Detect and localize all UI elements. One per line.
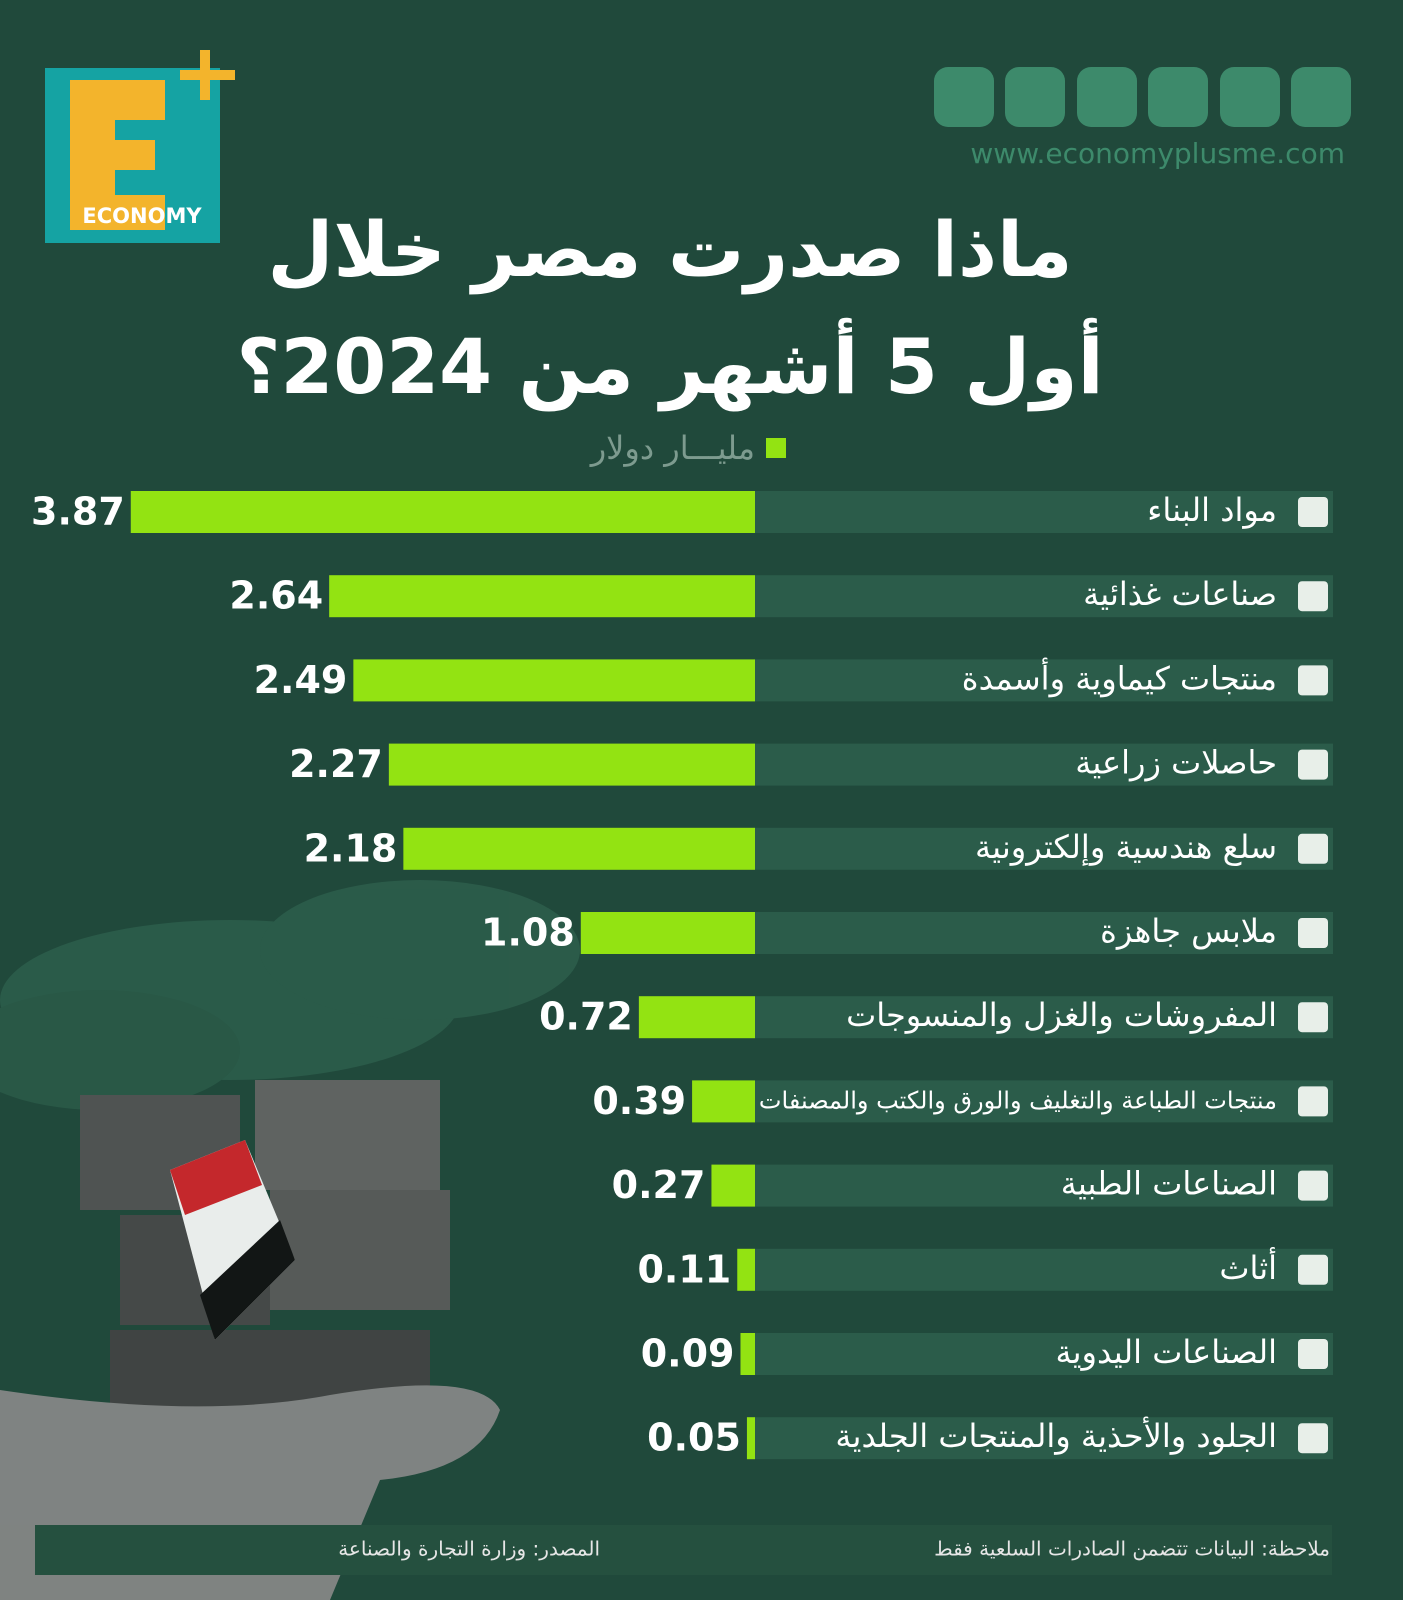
category-label: الصناعات الطبية [1061,1165,1277,1203]
row-icon [1298,497,1328,527]
chart-title: ماذا صدرت مصر خلال [267,205,1072,295]
value-label: 2.49 [254,658,348,702]
bar [746,1417,755,1460]
social-icon[interactable] [1148,67,1208,127]
category-label: الجلود والأحذية والمنتجات الجلدية [835,1416,1277,1455]
value-label: 2.27 [289,742,383,786]
bar [388,743,755,786]
bar [638,996,755,1039]
category-label: سلع هندسية وإلكترونية [975,828,1277,866]
note: ملاحظة: البيانات تتضمن الصادرات السلعية … [934,1537,1330,1561]
row-icon [1298,1423,1328,1454]
value-label: 0.11 [637,1247,731,1291]
row-band [755,659,1333,702]
row-band [755,1333,1333,1375]
value-label: 3.87 [31,490,125,534]
row-band [755,1417,1333,1460]
bar [740,1333,755,1375]
row-band [755,1164,1333,1207]
social-icon[interactable] [1220,67,1280,127]
plot: مواد البناء 3.87 صناعات غذائية 2.64 منتجات ك… [31,490,1333,1460]
row-icon [1298,665,1328,696]
row-icon [1298,581,1328,612]
row-band [755,1080,1333,1123]
source: المصدر: وزارة التجارة والصناعة [338,1537,600,1561]
social-icon[interactable] [934,67,994,127]
row-band [755,827,1333,870]
category-label: منتجات الطباعة والتغليف والورق والكتب وا… [698,1086,1277,1114]
category-label: منتجات كيماوية وأسمدة [962,657,1277,697]
category-label: مواد البناء [1147,491,1277,529]
row-band [755,912,1333,954]
decoration [0,880,580,1600]
row-band [755,996,1333,1039]
row-icon [1298,1254,1328,1285]
website[interactable]: www.economyplusme.com [970,137,1345,170]
bar [329,575,755,618]
bar [403,827,755,870]
bar [580,912,755,954]
row-band [755,575,1333,618]
bar [711,1164,755,1207]
category-label: المفروشات والغزل والمنسوجات [846,996,1277,1034]
value-label: 2.64 [229,574,323,618]
logo-text: ECONOMY [82,204,202,228]
category-label: ملابس جاهزة [1100,912,1277,950]
row-band [755,1248,1333,1291]
category-label: حاصلات زراعية [1075,744,1277,782]
legend-swatch [766,438,786,458]
row-icon [1298,918,1328,948]
row-icon [1298,1002,1328,1033]
chart-title: أول 5 أشهر من 2024؟ [236,317,1103,412]
social-icon[interactable] [1005,67,1065,127]
bar [130,491,756,533]
value-label: 0.05 [647,1416,741,1460]
value-label: 0.72 [539,995,633,1039]
category-label: أثاث [1219,1247,1277,1287]
row-band [755,491,1333,533]
category-label: الصناعات اليدوية [1055,1333,1277,1371]
row-icon [1298,1339,1328,1369]
value-label: 0.09 [641,1332,735,1376]
row-band [755,743,1333,786]
bar [353,659,755,702]
value-label: 0.39 [592,1079,686,1123]
value-label: 1.08 [481,911,575,955]
row-icon [1298,1170,1328,1201]
row-icon [1298,833,1328,864]
bar [692,1080,755,1123]
value-label: 0.27 [612,1163,706,1207]
social-icons [934,67,1351,127]
value-label: 2.18 [304,826,398,870]
row-icon [1298,1086,1328,1117]
social-icon[interactable] [1291,67,1351,127]
social-icon[interactable] [1077,67,1137,127]
category-label: صناعات غذائية [1083,575,1277,613]
footer-band [35,1525,1332,1575]
legend-label: مليـــار دولار [589,429,755,467]
bar [737,1248,755,1291]
logo: ECONOMY [45,50,235,243]
row-icon [1298,749,1328,780]
